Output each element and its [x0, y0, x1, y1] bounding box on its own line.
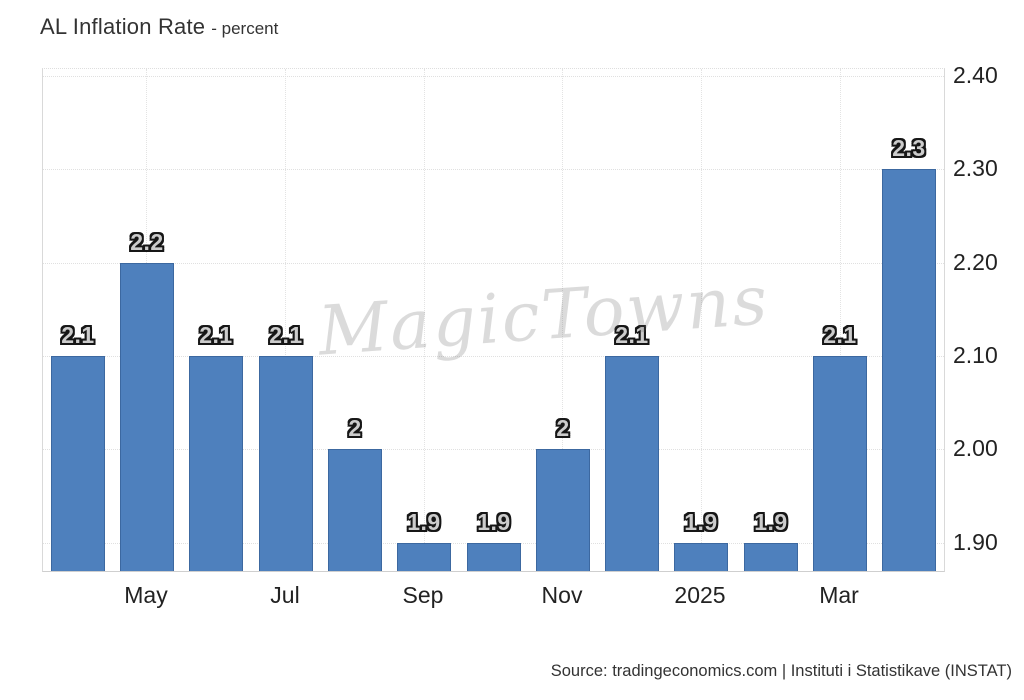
bar-value-label: 2.1	[61, 322, 95, 348]
bar-Mar[interactable]	[813, 356, 867, 571]
y-gridline	[43, 75, 944, 77]
bar-value-label: 2.1	[823, 322, 857, 348]
bar-value-label: 2.1	[199, 322, 233, 348]
bar-month-7[interactable]	[467, 543, 521, 571]
x-gridline	[700, 69, 702, 571]
x-tick-label: May	[124, 582, 168, 608]
bar-month-3[interactable]	[189, 356, 243, 571]
bar-month-13[interactable]	[882, 169, 936, 571]
y-gridline	[43, 169, 944, 171]
chart-title: AL Inflation Rate	[40, 14, 206, 39]
y-gridline	[43, 449, 944, 451]
x-gridline	[562, 69, 564, 571]
x-gridline	[285, 69, 287, 571]
bar-month-5[interactable]	[328, 449, 382, 571]
bar-month-9[interactable]	[605, 356, 659, 571]
x-axis: May Jul Sep Nov 2025 Mar	[42, 578, 945, 608]
y-tick-label: 2.20	[953, 248, 998, 275]
x-tick-label: Jul	[270, 582, 300, 608]
bar-value-label: 2.1	[269, 322, 303, 348]
y-tick-label: 1.90	[953, 528, 998, 555]
bar-value-label: 2	[348, 415, 362, 441]
y-gridline	[43, 355, 944, 357]
y-gridline	[43, 262, 944, 264]
bar-month-1[interactable]	[51, 356, 105, 571]
bar-Sep[interactable]	[397, 543, 451, 571]
bar-value-label: 1.9	[407, 509, 441, 535]
x-tick-label: 2025	[674, 582, 726, 608]
source-credit: Source: tradingeconomics.com | Instituti…	[550, 662, 1012, 680]
y-axis: 2.40 2.30 2.20 2.10 2.00 1.90	[953, 63, 1023, 572]
bar-value-label: 2.1	[615, 322, 649, 348]
y-tick-label: 2.30	[953, 155, 998, 182]
bar-value-label: 1.9	[684, 509, 718, 535]
bar-May[interactable]	[120, 263, 174, 571]
bar-value-label: 2.2	[130, 229, 164, 255]
bar-month-11[interactable]	[744, 543, 798, 571]
y-tick-label: 2.00	[953, 435, 998, 462]
bar-2025[interactable]	[674, 543, 728, 571]
bar-value-label: 2.3	[892, 135, 926, 161]
x-tick-label: Sep	[402, 582, 444, 608]
x-gridline	[423, 69, 425, 571]
y-tick-label: 2.40	[953, 61, 998, 88]
x-gridline	[839, 69, 841, 571]
chart-subtitle: - percent	[211, 19, 279, 38]
bar-value-label: 1.9	[754, 509, 788, 535]
bar-value-label: 2	[556, 415, 570, 441]
bar-Nov[interactable]	[536, 449, 590, 571]
x-tick-label: Nov	[541, 582, 583, 608]
y-tick-label: 2.10	[953, 341, 998, 368]
x-tick-label: Mar	[819, 582, 859, 608]
bar-value-label: 1.9	[477, 509, 511, 535]
bar-Jul[interactable]	[259, 356, 313, 571]
chart-header: AL Inflation Rate - percent	[40, 14, 278, 40]
plot-area: 2.1 2.2 2.1 2.1 2 1.9 1.9 2 2.1 1.9 1.9 2.1 2.3	[42, 68, 945, 572]
